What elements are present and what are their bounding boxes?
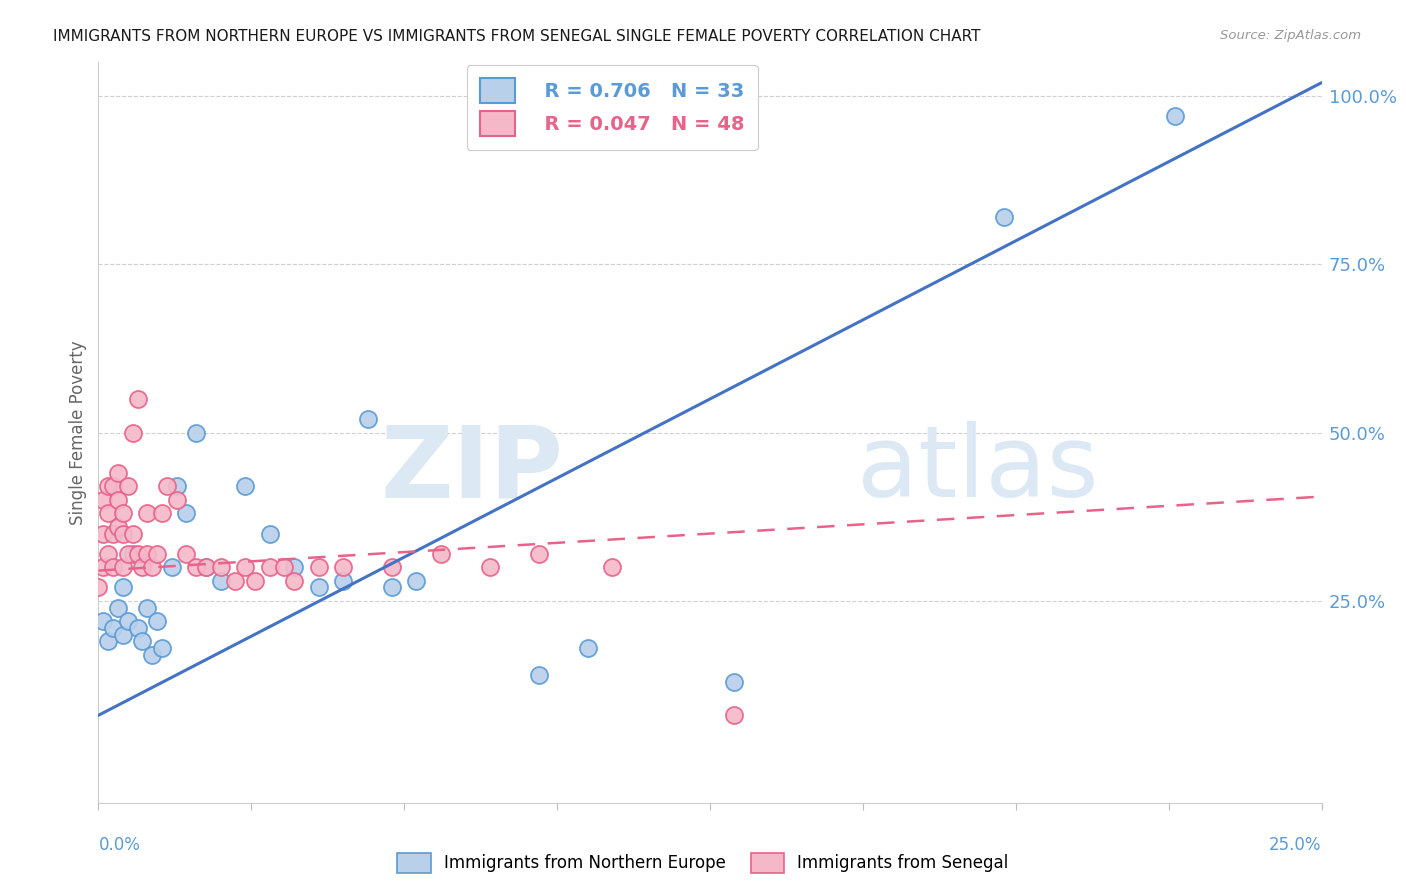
Text: IMMIGRANTS FROM NORTHERN EUROPE VS IMMIGRANTS FROM SENEGAL SINGLE FEMALE POVERTY: IMMIGRANTS FROM NORTHERN EUROPE VS IMMIG… [53, 29, 981, 44]
Point [195, 560, 218, 574]
Point [993, 211, 1015, 225]
Point [259, 526, 281, 541]
Point [527, 668, 550, 682]
Point [136, 600, 159, 615]
Point [576, 640, 599, 655]
Point [224, 574, 246, 588]
Point [121, 547, 143, 561]
Point [101, 479, 124, 493]
Point [121, 526, 143, 541]
Point [141, 648, 163, 662]
Point [308, 581, 330, 595]
Legend:   R = 0.706   N = 33,   R = 0.047   N = 48: R = 0.706 N = 33, R = 0.047 N = 48 [467, 65, 758, 150]
Point [405, 574, 427, 588]
Point [176, 507, 198, 521]
Point [111, 560, 134, 574]
Point [600, 560, 623, 574]
Point [91, 560, 114, 574]
Text: Source: ZipAtlas.com: Source: ZipAtlas.com [1220, 29, 1361, 42]
Point [381, 581, 404, 595]
Point [332, 574, 354, 588]
Point [117, 547, 139, 561]
Point [332, 560, 354, 574]
Point [97, 634, 120, 648]
Point [111, 581, 134, 595]
Point [273, 560, 295, 574]
Point [127, 621, 149, 635]
Point [136, 507, 159, 521]
Point [430, 547, 453, 561]
Point [243, 574, 266, 588]
Point [117, 479, 139, 493]
Point [111, 507, 134, 521]
Point [127, 392, 149, 406]
Text: ZIP: ZIP [381, 421, 564, 518]
Legend: Immigrants from Northern Europe, Immigrants from Senegal: Immigrants from Northern Europe, Immigra… [391, 847, 1015, 880]
Point [723, 708, 745, 723]
Point [107, 466, 129, 480]
Point [166, 479, 188, 493]
Point [131, 560, 153, 574]
Point [131, 634, 153, 648]
Point [146, 547, 169, 561]
Point [101, 526, 124, 541]
Text: 0.0%: 0.0% [98, 836, 141, 855]
Point [87, 581, 110, 595]
Point [186, 560, 208, 574]
Point [101, 621, 124, 635]
Point [1164, 109, 1187, 123]
Point [107, 600, 129, 615]
Point [356, 412, 378, 426]
Point [150, 507, 173, 521]
Point [283, 574, 305, 588]
Point [91, 614, 114, 628]
Point [97, 507, 120, 521]
Point [166, 492, 188, 507]
Point [176, 547, 198, 561]
Point [209, 574, 232, 588]
Point [141, 560, 163, 574]
Point [150, 640, 173, 655]
Text: 25.0%: 25.0% [1270, 836, 1322, 855]
Point [478, 560, 501, 574]
Point [723, 674, 745, 689]
Y-axis label: Single Female Poverty: Single Female Poverty [69, 341, 87, 524]
Point [156, 479, 179, 493]
Text: atlas: atlas [856, 421, 1098, 518]
Point [127, 547, 149, 561]
Point [209, 560, 232, 574]
Point [233, 479, 256, 493]
Point [107, 492, 129, 507]
Point [101, 560, 124, 574]
Point [160, 560, 183, 574]
Point [308, 560, 330, 574]
Point [91, 492, 114, 507]
Point [111, 627, 134, 641]
Point [527, 547, 550, 561]
Point [186, 425, 208, 440]
Point [97, 479, 120, 493]
Point [259, 560, 281, 574]
Point [91, 526, 114, 541]
Point [146, 614, 169, 628]
Point [117, 614, 139, 628]
Point [121, 425, 143, 440]
Point [111, 526, 134, 541]
Point [136, 547, 159, 561]
Point [107, 520, 129, 534]
Point [97, 547, 120, 561]
Point [233, 560, 256, 574]
Point [195, 560, 218, 574]
Point [381, 560, 404, 574]
Point [283, 560, 305, 574]
